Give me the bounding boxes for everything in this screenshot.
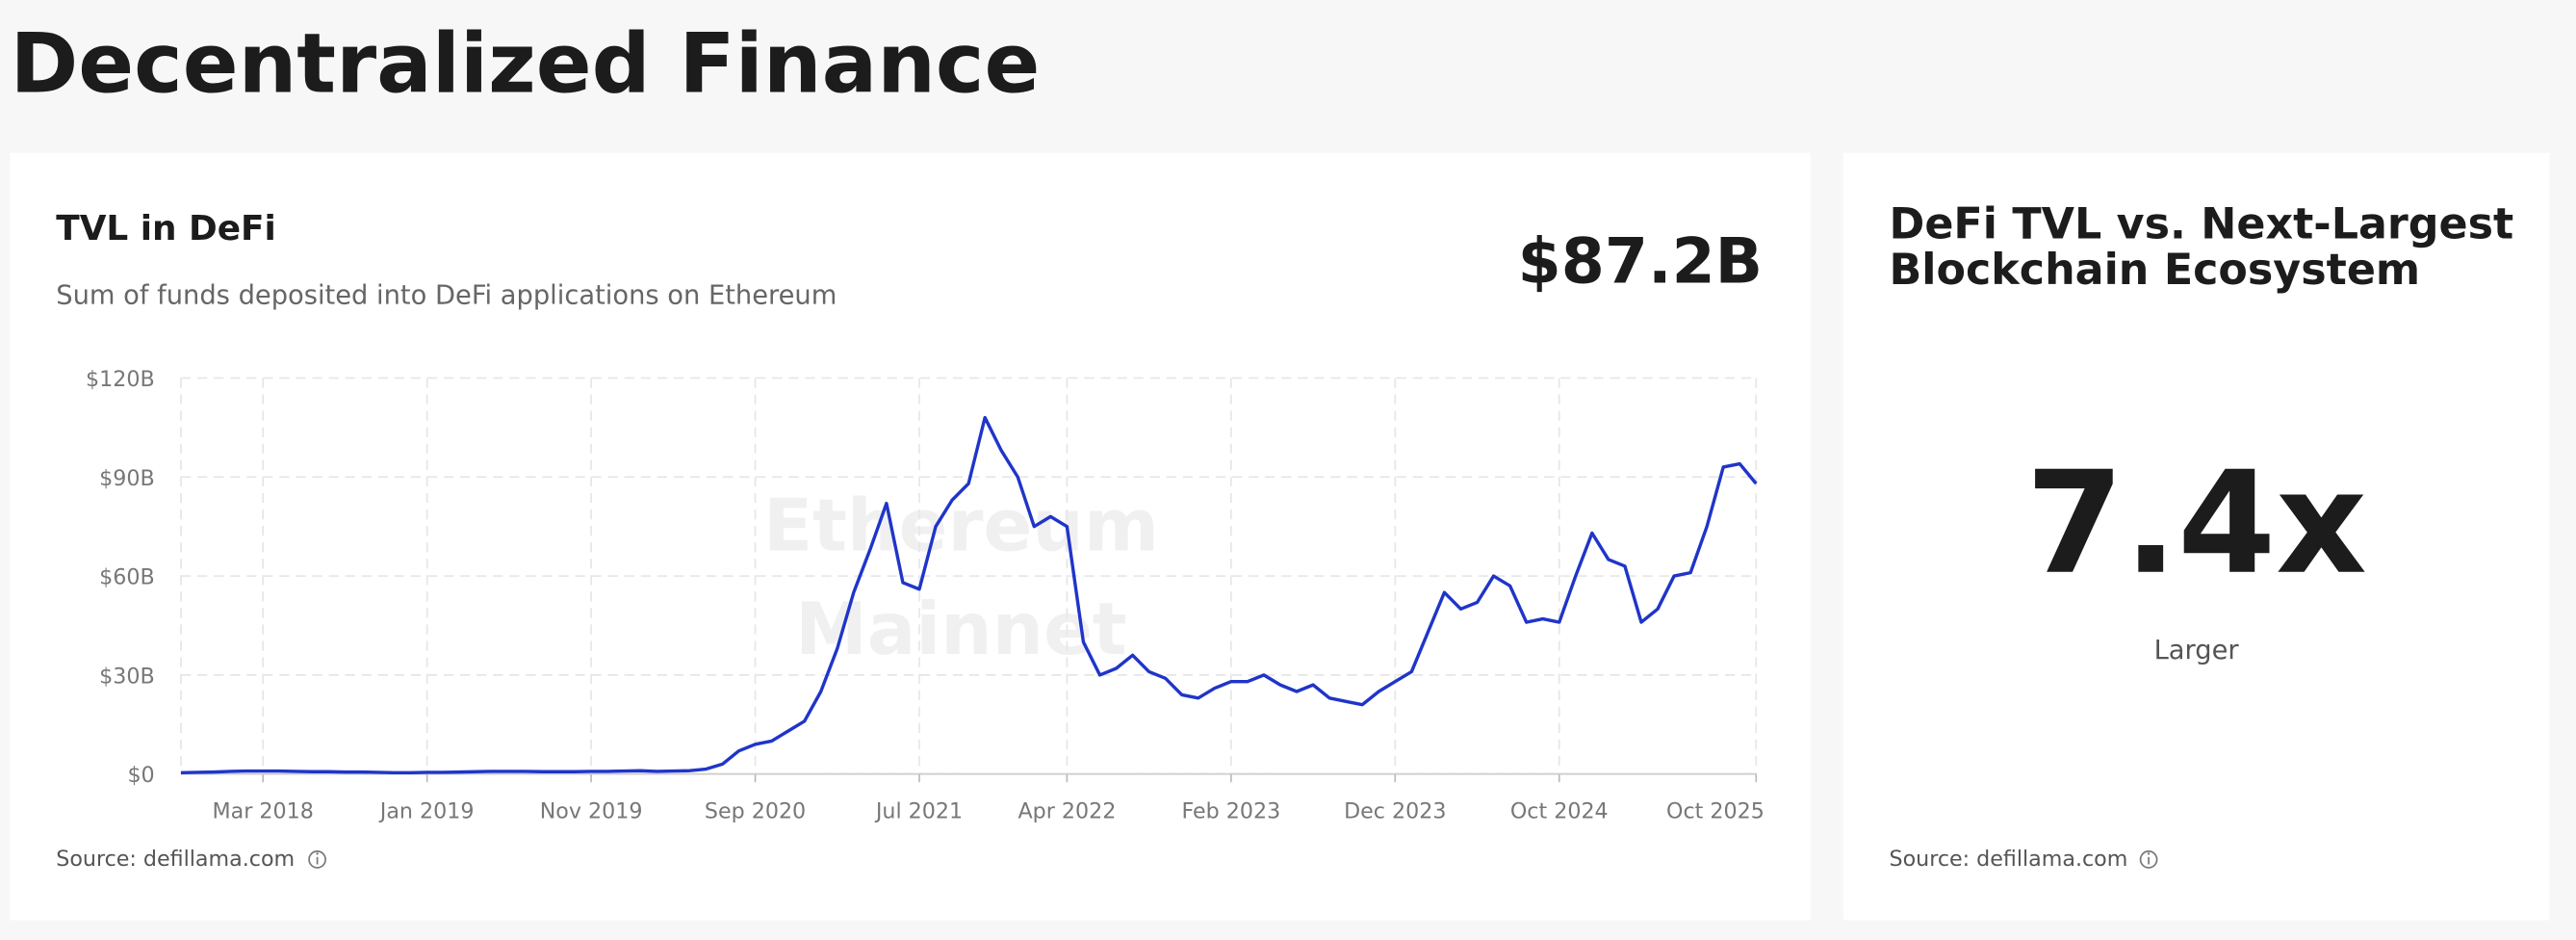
x-tick-label: Oct 2025 (1666, 799, 1765, 824)
x-tick-label: Mar 2018 (213, 799, 314, 824)
y-tick-label: $90B (99, 466, 155, 491)
source: Source: defillama.com (56, 847, 295, 872)
info-icon[interactable] (2139, 850, 2158, 869)
card-title: DeFi TVL vs. Next-Largest (1890, 199, 2514, 248)
card-title: Blockchain Ecosystem (1890, 246, 2421, 295)
y-tick-label: $120B (86, 367, 155, 392)
ratio-value: 7.4x (2025, 441, 2367, 606)
x-tick-label: Dec 2023 (1344, 799, 1446, 824)
card-title: TVL in DeFi (56, 209, 276, 248)
tvl-line (180, 415, 1758, 775)
ratio-card (1842, 152, 2550, 921)
watermark: Ethereum (763, 483, 1159, 568)
ratio-caption: Larger (2154, 636, 2240, 666)
x-tick-label: Nov 2019 (540, 799, 643, 824)
x-tick-label: Feb 2023 (1181, 799, 1280, 824)
plot: $0 $30B $60B $90B $120B Mar 2018 Jan 2019 Nov 2… (86, 367, 1765, 824)
card-subtitle: Sum of funds deposited into DeFi applica… (56, 281, 837, 311)
x-tick-label: Jan 2019 (378, 799, 475, 824)
page-title: Decentralized Finance (11, 17, 1041, 113)
y-tick-label: $0 (127, 763, 154, 788)
tvl-card (10, 152, 1811, 921)
headline-value: $87.2B (1518, 225, 1763, 298)
x-tick-label: Oct 2024 (1510, 799, 1609, 824)
x-tick-label: Sep 2020 (705, 799, 806, 824)
source: Source: defillama.com (1890, 847, 2128, 872)
info-icon[interactable] (308, 850, 326, 869)
x-tick-label: Jul 2021 (874, 799, 963, 824)
y-tick-label: $30B (99, 664, 155, 689)
x-tick-label: Apr 2022 (1018, 799, 1116, 824)
y-tick-label: $60B (99, 565, 155, 590)
